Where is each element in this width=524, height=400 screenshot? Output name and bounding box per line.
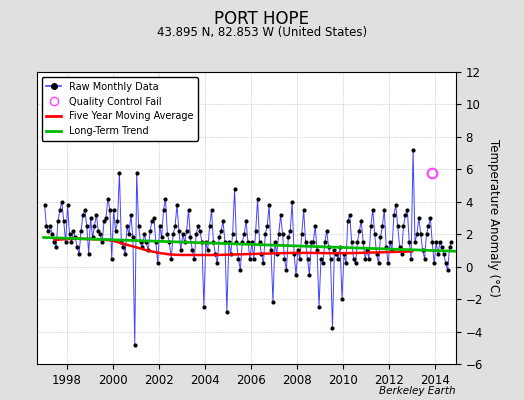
Legend: Raw Monthly Data, Quality Control Fail, Five Year Moving Average, Long-Term Tren: Raw Monthly Data, Quality Control Fail, …: [41, 77, 198, 141]
Text: 43.895 N, 82.853 W (United States): 43.895 N, 82.853 W (United States): [157, 26, 367, 39]
Text: Berkeley Earth: Berkeley Earth: [379, 386, 456, 396]
Text: PORT HOPE: PORT HOPE: [214, 10, 310, 28]
Y-axis label: Temperature Anomaly (°C): Temperature Anomaly (°C): [487, 139, 500, 297]
